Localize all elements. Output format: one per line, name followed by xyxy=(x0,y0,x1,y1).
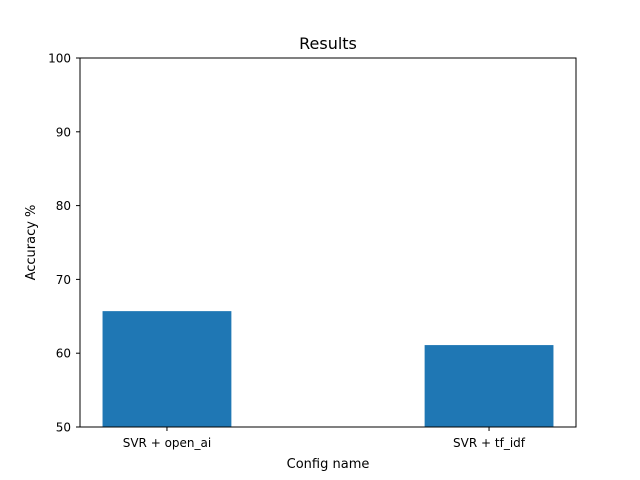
y-tick-label: 50 xyxy=(56,421,71,435)
bars-group xyxy=(102,311,554,427)
chart-title: Results xyxy=(299,34,357,53)
bar-2 xyxy=(424,345,554,427)
y-tick-label: 60 xyxy=(56,347,71,361)
y-tick-label: 70 xyxy=(56,273,71,287)
y-tick-label: 90 xyxy=(56,125,71,139)
y-axis-label: Accuracy % xyxy=(24,205,39,281)
y-tick-label: 100 xyxy=(48,52,71,66)
plot-frame xyxy=(79,57,577,428)
y-tick-label: 80 xyxy=(56,199,71,213)
x-axis-label: Config name xyxy=(287,457,370,472)
x-tick-label: SVR + open_ai xyxy=(123,436,211,450)
x-tick-label: SVR + tf_idf xyxy=(453,436,526,450)
x-axis-ticks: SVR + open_ai SVR + tf_idf xyxy=(123,427,526,450)
y-axis-ticks: 50 60 70 80 90 100 xyxy=(48,52,80,435)
bar-1 xyxy=(102,311,232,427)
